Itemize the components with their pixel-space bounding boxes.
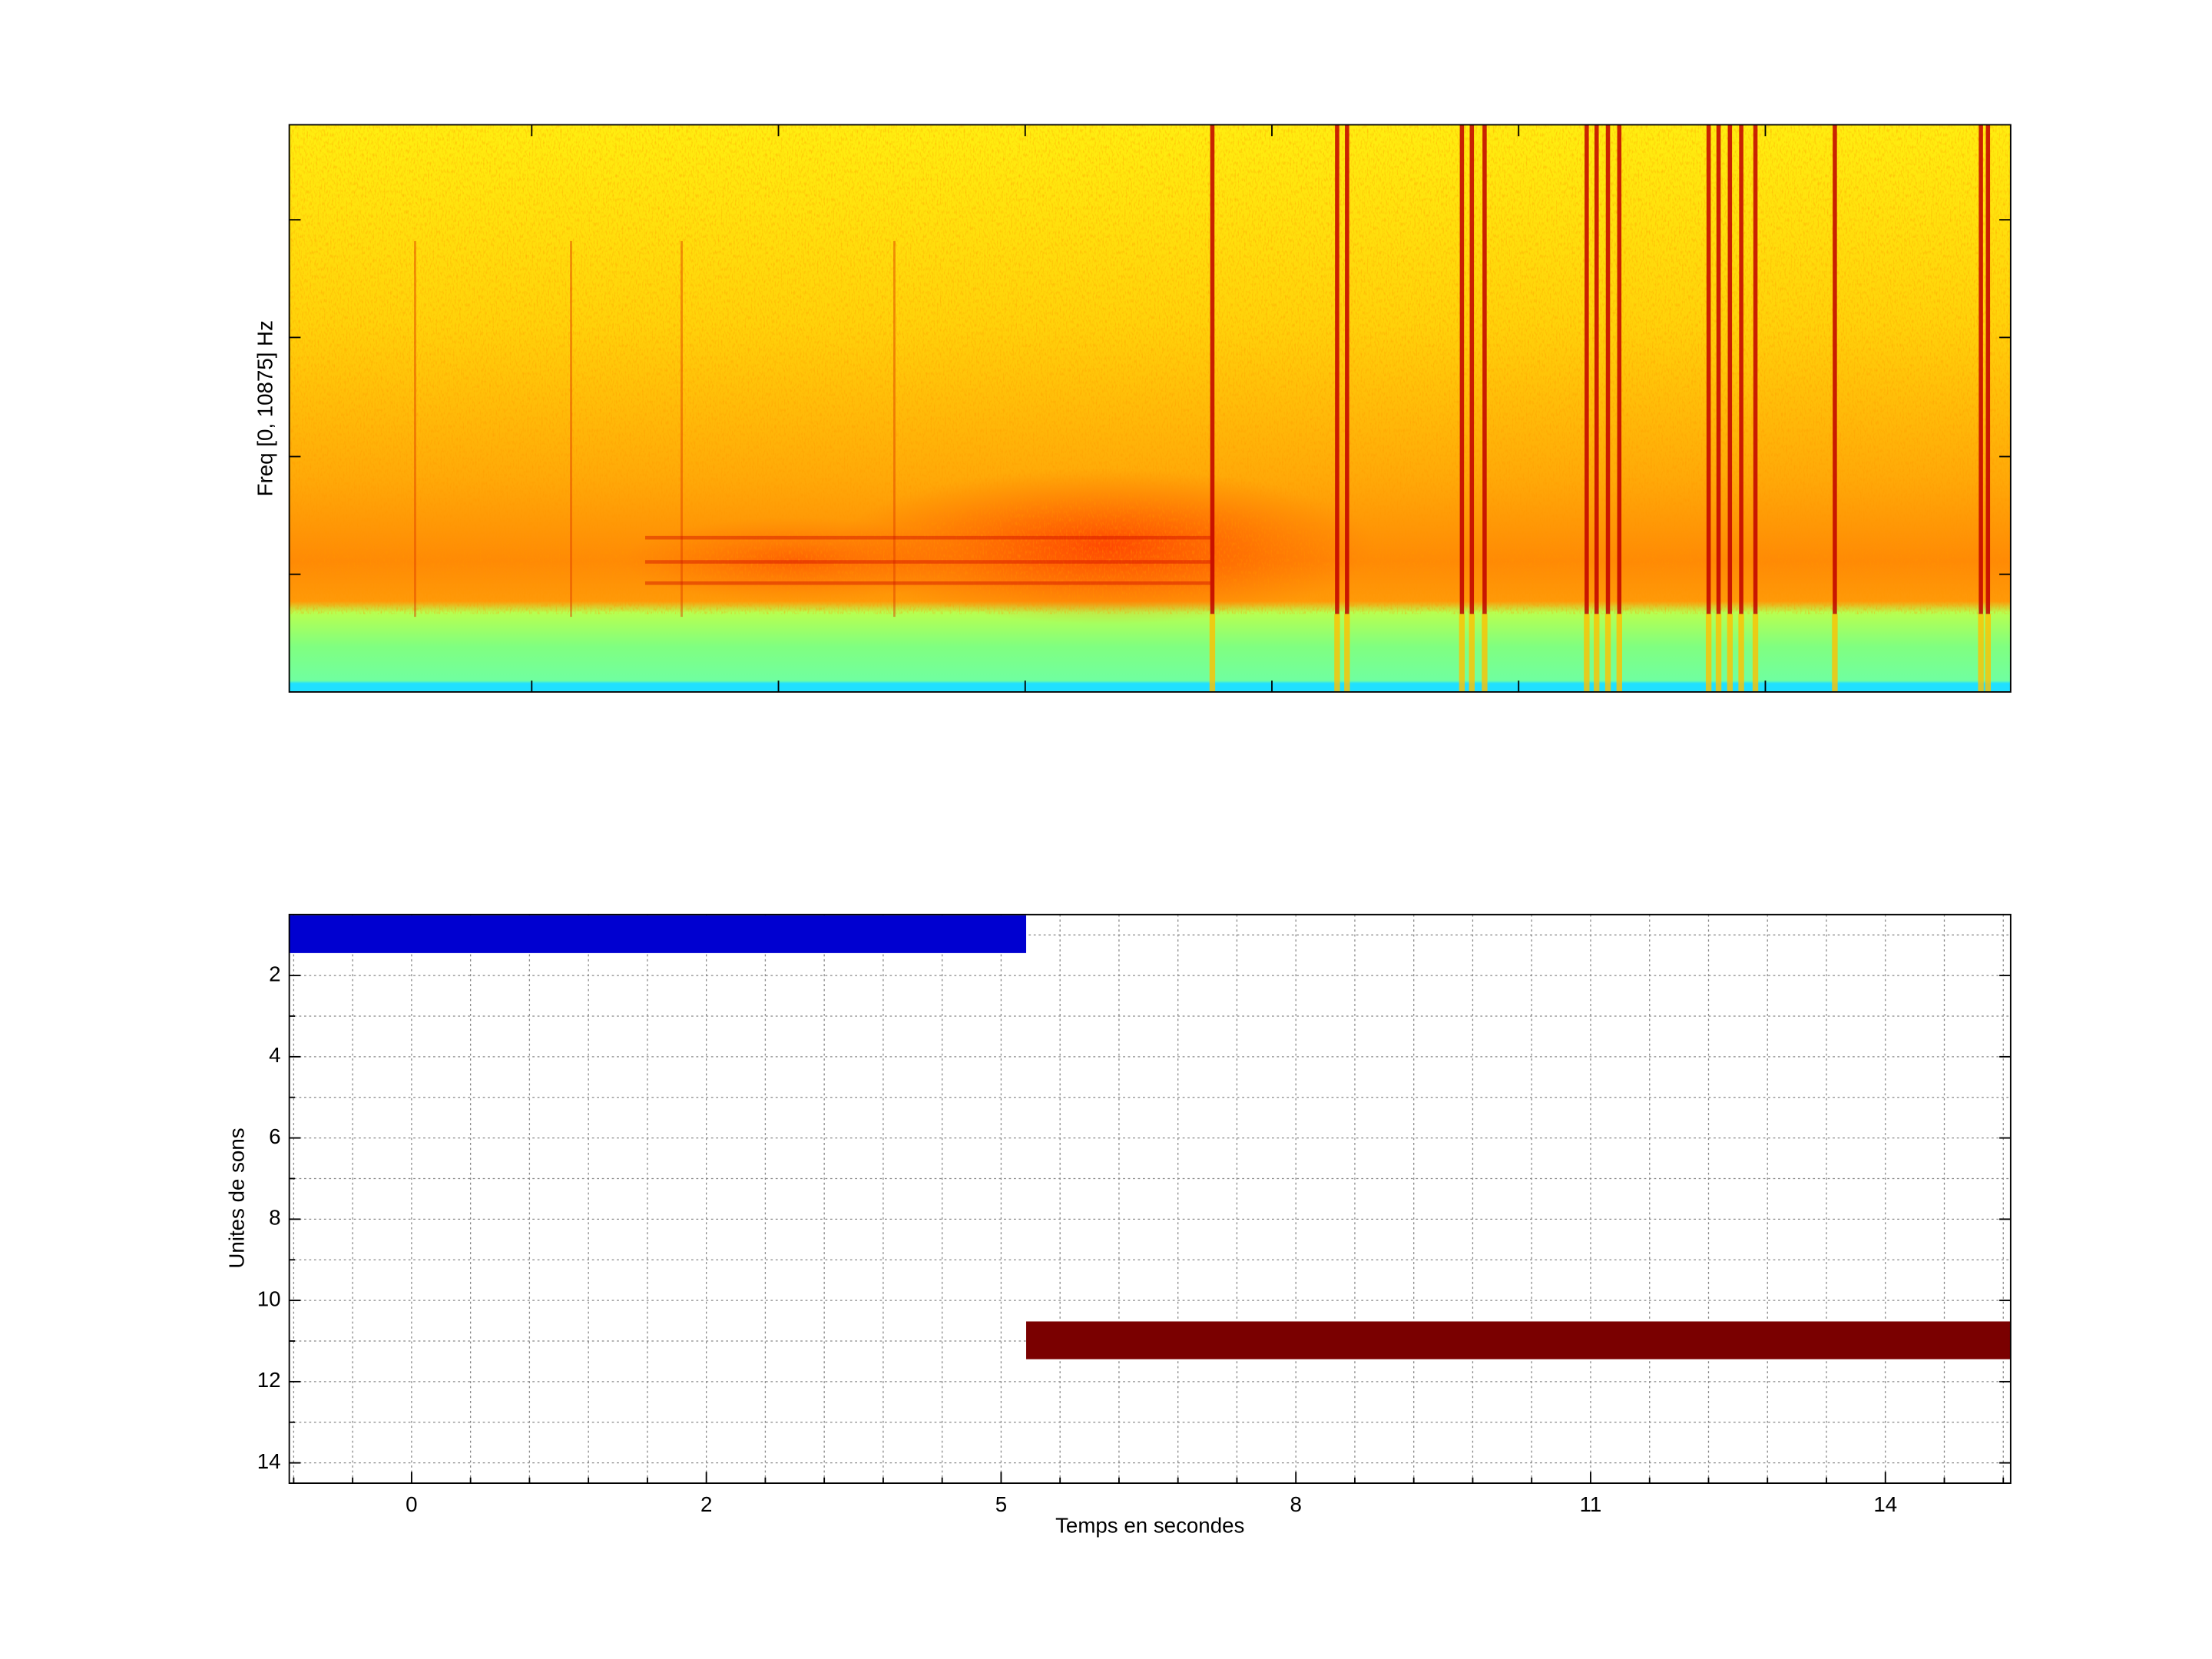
x-tick-label: 2 bbox=[700, 1492, 712, 1516]
x-axis-label: Temps en secondes bbox=[1055, 1514, 1244, 1538]
y-tick-label: 6 bbox=[269, 1124, 280, 1148]
spectrogram-frame bbox=[288, 124, 2012, 693]
y-tick-label: 4 bbox=[269, 1043, 280, 1067]
segment-bar bbox=[289, 915, 1027, 953]
y-axis-label: Unites de sons bbox=[224, 1128, 248, 1268]
plot-area bbox=[289, 914, 2011, 1484]
x-tick-label: 0 bbox=[406, 1492, 417, 1516]
x-tick-label: 5 bbox=[995, 1492, 1007, 1516]
y-tick-label: 8 bbox=[269, 1206, 280, 1230]
y-tick-label: 14 bbox=[257, 1449, 281, 1473]
x-tick-label: 14 bbox=[1873, 1492, 1897, 1516]
x-tick-label: 8 bbox=[1290, 1492, 1301, 1516]
segment-bar bbox=[1026, 1321, 2011, 1359]
y-axis-label: Freq [0, 10875] Hz bbox=[253, 320, 276, 496]
y-tick-label: 12 bbox=[257, 1368, 281, 1392]
plot-frame bbox=[288, 913, 2012, 1484]
x-tick-label: 11 bbox=[1580, 1492, 1602, 1516]
y-tick-label: 10 bbox=[257, 1286, 281, 1310]
y-tick-label: 2 bbox=[269, 962, 280, 985]
spectrogram-image bbox=[289, 124, 2011, 692]
